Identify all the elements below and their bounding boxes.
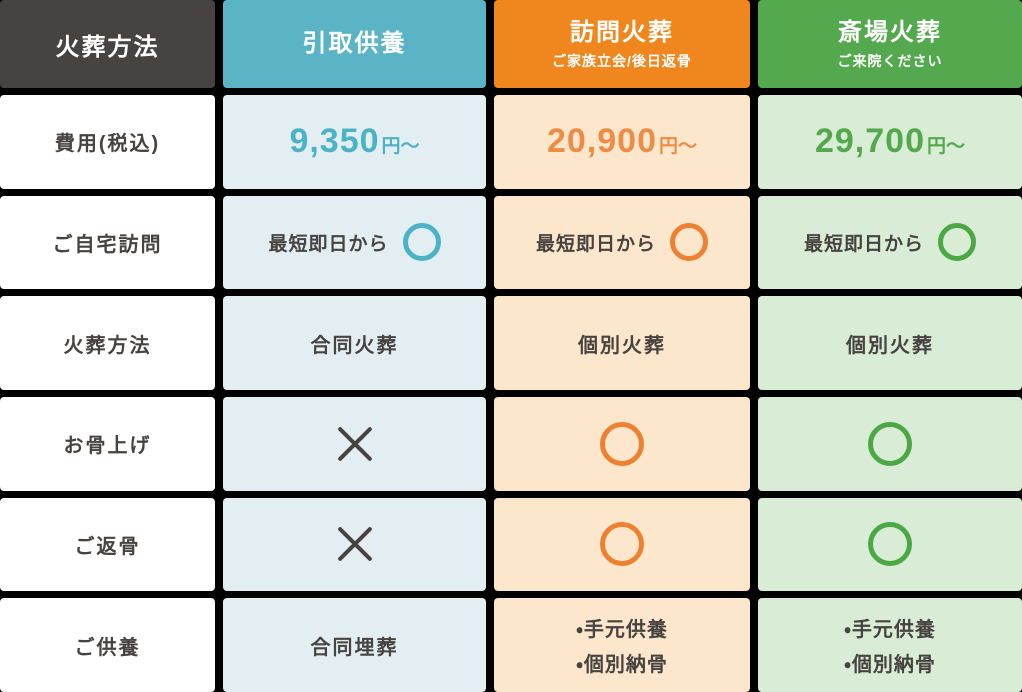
row-label-text: 火葬方法 <box>63 334 152 357</box>
column-header-saijou: 斎場火葬 ご来院ください <box>758 0 1022 88</box>
method-text: 合同火葬 <box>310 334 399 357</box>
kotsuage-cell-houmon <box>494 396 750 491</box>
row-label-text: 費用(税込) <box>54 133 161 156</box>
column-title: 訪問火葬 <box>570 18 674 46</box>
row-label-text: お骨上げ <box>63 435 152 458</box>
kuyou-cell-houmon: ・手元供養 ・個別納骨 <box>494 598 750 692</box>
cross-icon <box>334 423 376 465</box>
henkotsu-cell-hikitori <box>223 497 486 592</box>
row-label-kotsuage: お骨上げ <box>0 396 215 491</box>
price-amount: 20,900 <box>546 122 657 161</box>
kotsuage-cell-hikitori <box>223 396 486 491</box>
kuyou-line: ・個別納骨 <box>844 654 936 677</box>
circle-icon <box>868 522 912 567</box>
circle-icon <box>402 223 441 262</box>
fee-cell-saijou: 29,700 円〜 <box>758 95 1022 189</box>
column-header-houmon: 訪問火葬 ご家族立会/後日返骨 <box>494 0 750 88</box>
column-subtitle: ご来院ください <box>837 52 943 69</box>
row-label-kuyou: ご供養 <box>0 598 215 692</box>
method-cell-hikitori: 合同火葬 <box>223 296 486 390</box>
price-amount: 29,700 <box>814 122 925 161</box>
henkotsu-cell-saijou <box>758 497 1022 592</box>
visit-cell-houmon: 最短即日から <box>494 195 750 290</box>
column-subtitle: ご家族立会/後日返骨 <box>552 52 692 69</box>
row-label-text: ご供養 <box>74 636 141 659</box>
column-title: 引取供養 <box>302 29 407 57</box>
price-unit: 円〜 <box>381 136 420 158</box>
method-text: 個別火葬 <box>578 334 666 357</box>
kuyou-cell-hikitori: 合同埋葬 <box>223 598 486 692</box>
visit-cell-saijou: 最短即日から <box>758 195 1022 290</box>
fee-cell-hikitori: 9,350 円〜 <box>223 95 486 189</box>
circle-icon <box>600 421 644 466</box>
visit-text: 最短即日から <box>535 233 656 255</box>
column-header-hikitori: 引取供養 <box>223 0 486 88</box>
row-label-henkotsu: ご返骨 <box>0 497 215 592</box>
price-unit: 円〜 <box>926 136 965 158</box>
fee-cell-houmon: 20,900 円〜 <box>494 95 750 189</box>
circle-icon <box>670 223 708 262</box>
cross-icon <box>334 523 376 565</box>
row-label-text: ご自宅訪問 <box>52 233 163 256</box>
kuyou-cell-saijou: ・手元供養 ・個別納骨 <box>758 598 1022 692</box>
row-label-method: 火葬方法 <box>0 296 215 390</box>
row-label-visit: ご自宅訪問 <box>0 195 215 290</box>
circle-icon <box>600 522 644 567</box>
row-label-text: ご返骨 <box>74 535 141 558</box>
visit-text: 最短即日から <box>268 233 389 255</box>
price-unit: 円〜 <box>658 136 697 158</box>
price-amount: 9,350 <box>289 122 380 161</box>
kuyou-line: ・手元供養 <box>844 619 936 642</box>
circle-icon <box>868 421 912 466</box>
row-label-fee: 費用(税込) <box>0 95 215 189</box>
visit-cell-hikitori: 最短即日から <box>223 195 486 290</box>
corner-header-label: 火葬方法 <box>55 33 160 61</box>
circle-icon <box>938 223 976 262</box>
method-text: 個別火葬 <box>846 334 934 357</box>
column-title: 斎場火葬 <box>838 18 942 46</box>
method-cell-houmon: 個別火葬 <box>494 296 750 390</box>
method-cell-saijou: 個別火葬 <box>758 296 1022 390</box>
kuyou-line: ・個別納骨 <box>576 654 668 677</box>
henkotsu-cell-houmon <box>494 497 750 592</box>
kuyou-line: ・手元供養 <box>576 619 668 642</box>
kotsuage-cell-saijou <box>758 396 1022 491</box>
visit-text: 最短即日から <box>803 233 924 255</box>
corner-header: 火葬方法 <box>0 0 215 88</box>
kuyou-text: 合同埋葬 <box>310 636 399 659</box>
